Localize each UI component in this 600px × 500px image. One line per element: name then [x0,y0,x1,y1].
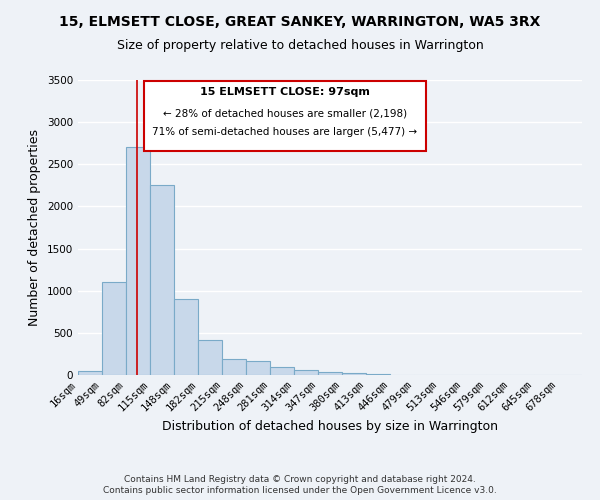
Bar [78,371,102,375]
Text: Contains HM Land Registry data © Crown copyright and database right 2024.: Contains HM Land Registry data © Crown c… [124,475,476,484]
Bar [102,282,126,375]
Y-axis label: Number of detached properties: Number of detached properties [28,129,41,326]
Bar [342,374,366,375]
Text: ← 28% of detached houses are smaller (2,198): ← 28% of detached houses are smaller (2,… [163,108,407,118]
Bar [174,299,199,375]
Bar [223,360,246,375]
Bar [126,148,150,375]
Bar [318,372,342,375]
Bar [294,370,318,375]
Bar [150,186,174,375]
Text: 15, ELMSETT CLOSE, GREAT SANKEY, WARRINGTON, WA5 3RX: 15, ELMSETT CLOSE, GREAT SANKEY, WARRING… [59,15,541,29]
X-axis label: Distribution of detached houses by size in Warrington: Distribution of detached houses by size … [162,420,498,434]
Text: 15 ELMSETT CLOSE: 97sqm: 15 ELMSETT CLOSE: 97sqm [200,88,370,98]
Text: Size of property relative to detached houses in Warrington: Size of property relative to detached ho… [116,38,484,52]
FancyBboxPatch shape [143,82,426,151]
Bar [246,360,270,375]
Bar [199,340,223,375]
Text: Contains public sector information licensed under the Open Government Licence v3: Contains public sector information licen… [103,486,497,495]
Text: 71% of semi-detached houses are larger (5,477) →: 71% of semi-detached houses are larger (… [152,127,417,137]
Bar [270,367,294,375]
Bar [366,374,390,375]
